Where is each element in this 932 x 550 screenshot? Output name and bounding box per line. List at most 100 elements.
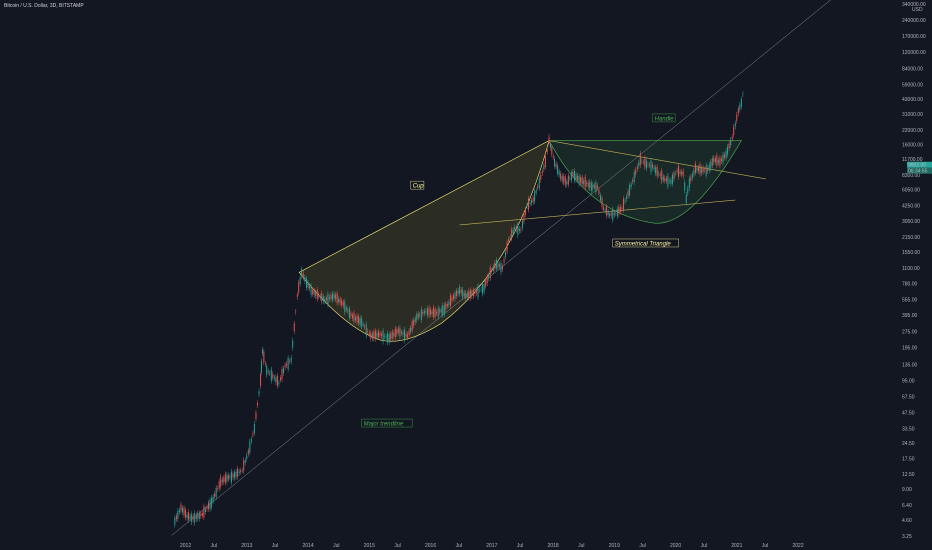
price-candle: [390, 333, 392, 340]
price-candle: [534, 191, 536, 202]
price-candle: [237, 468, 239, 477]
price-candle: [600, 195, 601, 201]
price-candle: [377, 331, 379, 338]
price-candle: [515, 227, 517, 230]
price-candle: [616, 208, 618, 217]
price-candle: [220, 476, 222, 487]
price-candle: [195, 515, 197, 520]
price-candle: [734, 123, 736, 127]
price-candle: [528, 198, 530, 210]
x-tick-label: 2019: [609, 543, 620, 549]
price-candle: [246, 455, 248, 459]
price-candle: [235, 471, 237, 477]
price-candle: [687, 188, 689, 194]
price-candle: [211, 497, 213, 508]
price-candle: [641, 160, 643, 162]
price-candle: [229, 476, 231, 478]
price-candle: [347, 309, 349, 312]
price-candle: [538, 178, 540, 189]
annotation-label: Major trendline: [364, 422, 404, 428]
price-candle: [278, 382, 280, 384]
price-candle: [410, 327, 412, 333]
price-candle: [639, 153, 641, 165]
price-candle: [263, 351, 265, 363]
price-candle: [573, 171, 575, 181]
y-tick-label: 67.50: [902, 394, 915, 400]
price-candle: [713, 157, 715, 163]
x-tick-label: Jul: [333, 543, 339, 549]
price-candle: [318, 294, 320, 297]
price-candle: [520, 229, 522, 231]
y-tick-label: 12.50: [902, 472, 915, 478]
x-tick-label: 2018: [548, 543, 559, 549]
y-tick-label: 120000.00: [902, 50, 926, 56]
price-candle: [526, 206, 528, 207]
price-candle: [633, 172, 635, 183]
price-candle: [569, 177, 571, 179]
annotation-label: Cup: [413, 184, 425, 190]
price-candle: [387, 333, 389, 343]
price-candle: [218, 481, 220, 489]
price-candle: [698, 167, 699, 172]
price-candle: [740, 99, 742, 107]
price-candle: [612, 209, 614, 221]
y-tick-label: 555.00: [902, 297, 918, 303]
triangle-lower-line: [459, 199, 736, 226]
price-candle: [691, 174, 693, 178]
price-candle: [717, 160, 719, 164]
price-candle: [535, 190, 537, 193]
price-candle: [275, 377, 277, 383]
price-candle: [249, 441, 251, 453]
price-candle: [175, 515, 177, 520]
price-candle: [273, 377, 275, 379]
price-candle: [557, 165, 559, 174]
price-candle: [230, 471, 232, 483]
price-candle: [471, 292, 473, 297]
price-candle: [509, 236, 511, 239]
price-candle: [319, 295, 321, 298]
price-candle: [678, 165, 680, 177]
price-candle: [283, 368, 285, 373]
price-candle: [286, 363, 288, 366]
price-candle: [607, 211, 609, 215]
price-candle: [532, 197, 534, 203]
price-candle: [411, 321, 413, 331]
price-candle: [679, 171, 681, 174]
price-candle: [558, 171, 560, 175]
annotation-box: [410, 180, 425, 190]
price-candle: [584, 176, 586, 188]
price-candle: [370, 332, 372, 339]
price-candle: [208, 502, 209, 509]
price-candle: [186, 514, 188, 519]
price-candle: [459, 286, 461, 294]
price-candle: [188, 512, 190, 521]
price-candle: [650, 160, 652, 173]
y-tick-label: 33.50: [902, 427, 915, 433]
y-tick-label: 17.50: [902, 457, 915, 463]
price-candle: [719, 157, 721, 166]
price-candle: [255, 412, 257, 419]
cup-shape: [298, 139, 550, 342]
price-candle: [384, 336, 386, 337]
major-trendline: [171, 0, 831, 536]
price-candle: [518, 228, 520, 232]
price-candle: [567, 175, 569, 185]
price-candle: [332, 293, 334, 301]
price-candle: [310, 285, 312, 295]
price-candle: [399, 327, 401, 337]
price-candle: [252, 433, 254, 435]
price-candle: [722, 154, 724, 163]
price-candle: [407, 334, 409, 338]
price-candle: [364, 326, 366, 327]
price-candle: [414, 318, 416, 323]
price-candle: [581, 177, 583, 185]
price-candle: [656, 166, 658, 176]
price-candle: [373, 331, 375, 339]
price-candle: [511, 229, 513, 239]
price-candle: [540, 174, 542, 180]
price-candle: [420, 309, 422, 321]
price-candle: [221, 479, 223, 483]
price-candle: [261, 349, 263, 354]
